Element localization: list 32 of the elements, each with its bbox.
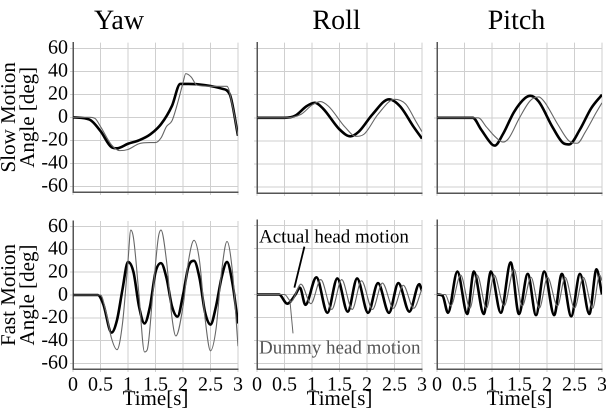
- chart-title: Pitch: [488, 5, 546, 36]
- y-tick-label: 60: [48, 36, 68, 59]
- y-tick-label: 40: [48, 60, 68, 82]
- y-tick-label: -40: [41, 328, 68, 351]
- x-tick-label: 0.5: [452, 373, 477, 396]
- y-axis-title: Fast Motion Angle [deg]: [0, 243, 39, 346]
- x-tick-label: 2.5: [382, 373, 407, 396]
- y-tick-label: -60: [41, 174, 68, 197]
- annotation: Dummy head motion: [259, 337, 421, 358]
- y-tick-label: -60: [41, 352, 68, 374]
- x-tick-label: 3: [597, 373, 606, 396]
- y-tick-label: 0: [58, 106, 68, 128]
- x-tick-label: 0.5: [272, 373, 297, 396]
- x-tick-label: 0.5: [88, 373, 113, 396]
- x-tick-label: 3: [417, 373, 427, 396]
- x-tick-label: 3: [233, 373, 243, 396]
- x-tick-label: 2.5: [198, 373, 223, 396]
- y-tick-label: 20: [48, 82, 68, 105]
- y-tick-label: 60: [48, 214, 68, 237]
- y-tick-label: -40: [41, 152, 68, 174]
- y-tick-label: 40: [48, 238, 68, 260]
- x-tick-label: 0: [252, 373, 262, 396]
- y-tick-label: 0: [58, 283, 68, 306]
- y-axis-title: Slow Motion Angle [deg]: [0, 62, 39, 172]
- chart-title: Roll: [312, 5, 361, 36]
- y-tick-label: -20: [41, 128, 68, 151]
- y-tick-label: -20: [41, 306, 68, 328]
- chart-title: Yaw: [94, 5, 145, 36]
- x-tick-label: 0: [432, 373, 442, 396]
- y-tick-label: 20: [48, 260, 68, 282]
- x-tick-label: 2.5: [562, 373, 587, 396]
- annotation: Actual head motion: [259, 226, 410, 248]
